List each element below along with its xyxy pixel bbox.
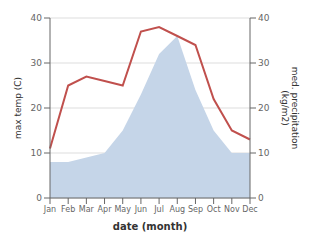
svg-text:40: 40 [258, 13, 270, 23]
svg-text:Oct: Oct [207, 205, 221, 214]
svg-text:0: 0 [258, 193, 264, 203]
svg-text:date (month): date (month) [113, 221, 187, 232]
svg-text:30: 30 [31, 58, 43, 68]
svg-text:max temp (C): max temp (C) [13, 77, 23, 139]
svg-text:40: 40 [31, 13, 43, 23]
svg-text:10: 10 [31, 148, 43, 158]
svg-text:20: 20 [258, 103, 270, 113]
svg-text:Jun: Jun [134, 205, 148, 214]
svg-text:30: 30 [258, 58, 270, 68]
svg-text:Nov: Nov [224, 205, 240, 214]
svg-text:Sep: Sep [188, 205, 203, 214]
svg-text:Mar: Mar [79, 205, 95, 214]
svg-text:May: May [114, 205, 131, 214]
svg-text:Dec: Dec [242, 205, 257, 214]
svg-text:Jan: Jan [43, 205, 56, 214]
svg-text:20: 20 [31, 103, 43, 113]
svg-text:Feb: Feb [61, 205, 75, 214]
svg-text:Jul: Jul [153, 205, 164, 214]
svg-text:10: 10 [258, 148, 270, 158]
svg-text:Aug: Aug [169, 205, 185, 214]
svg-text:Apr: Apr [98, 205, 113, 214]
svg-text:0: 0 [36, 193, 42, 203]
svg-text:med. precipitation(kg/m2): med. precipitation(kg/m2) [280, 67, 300, 149]
